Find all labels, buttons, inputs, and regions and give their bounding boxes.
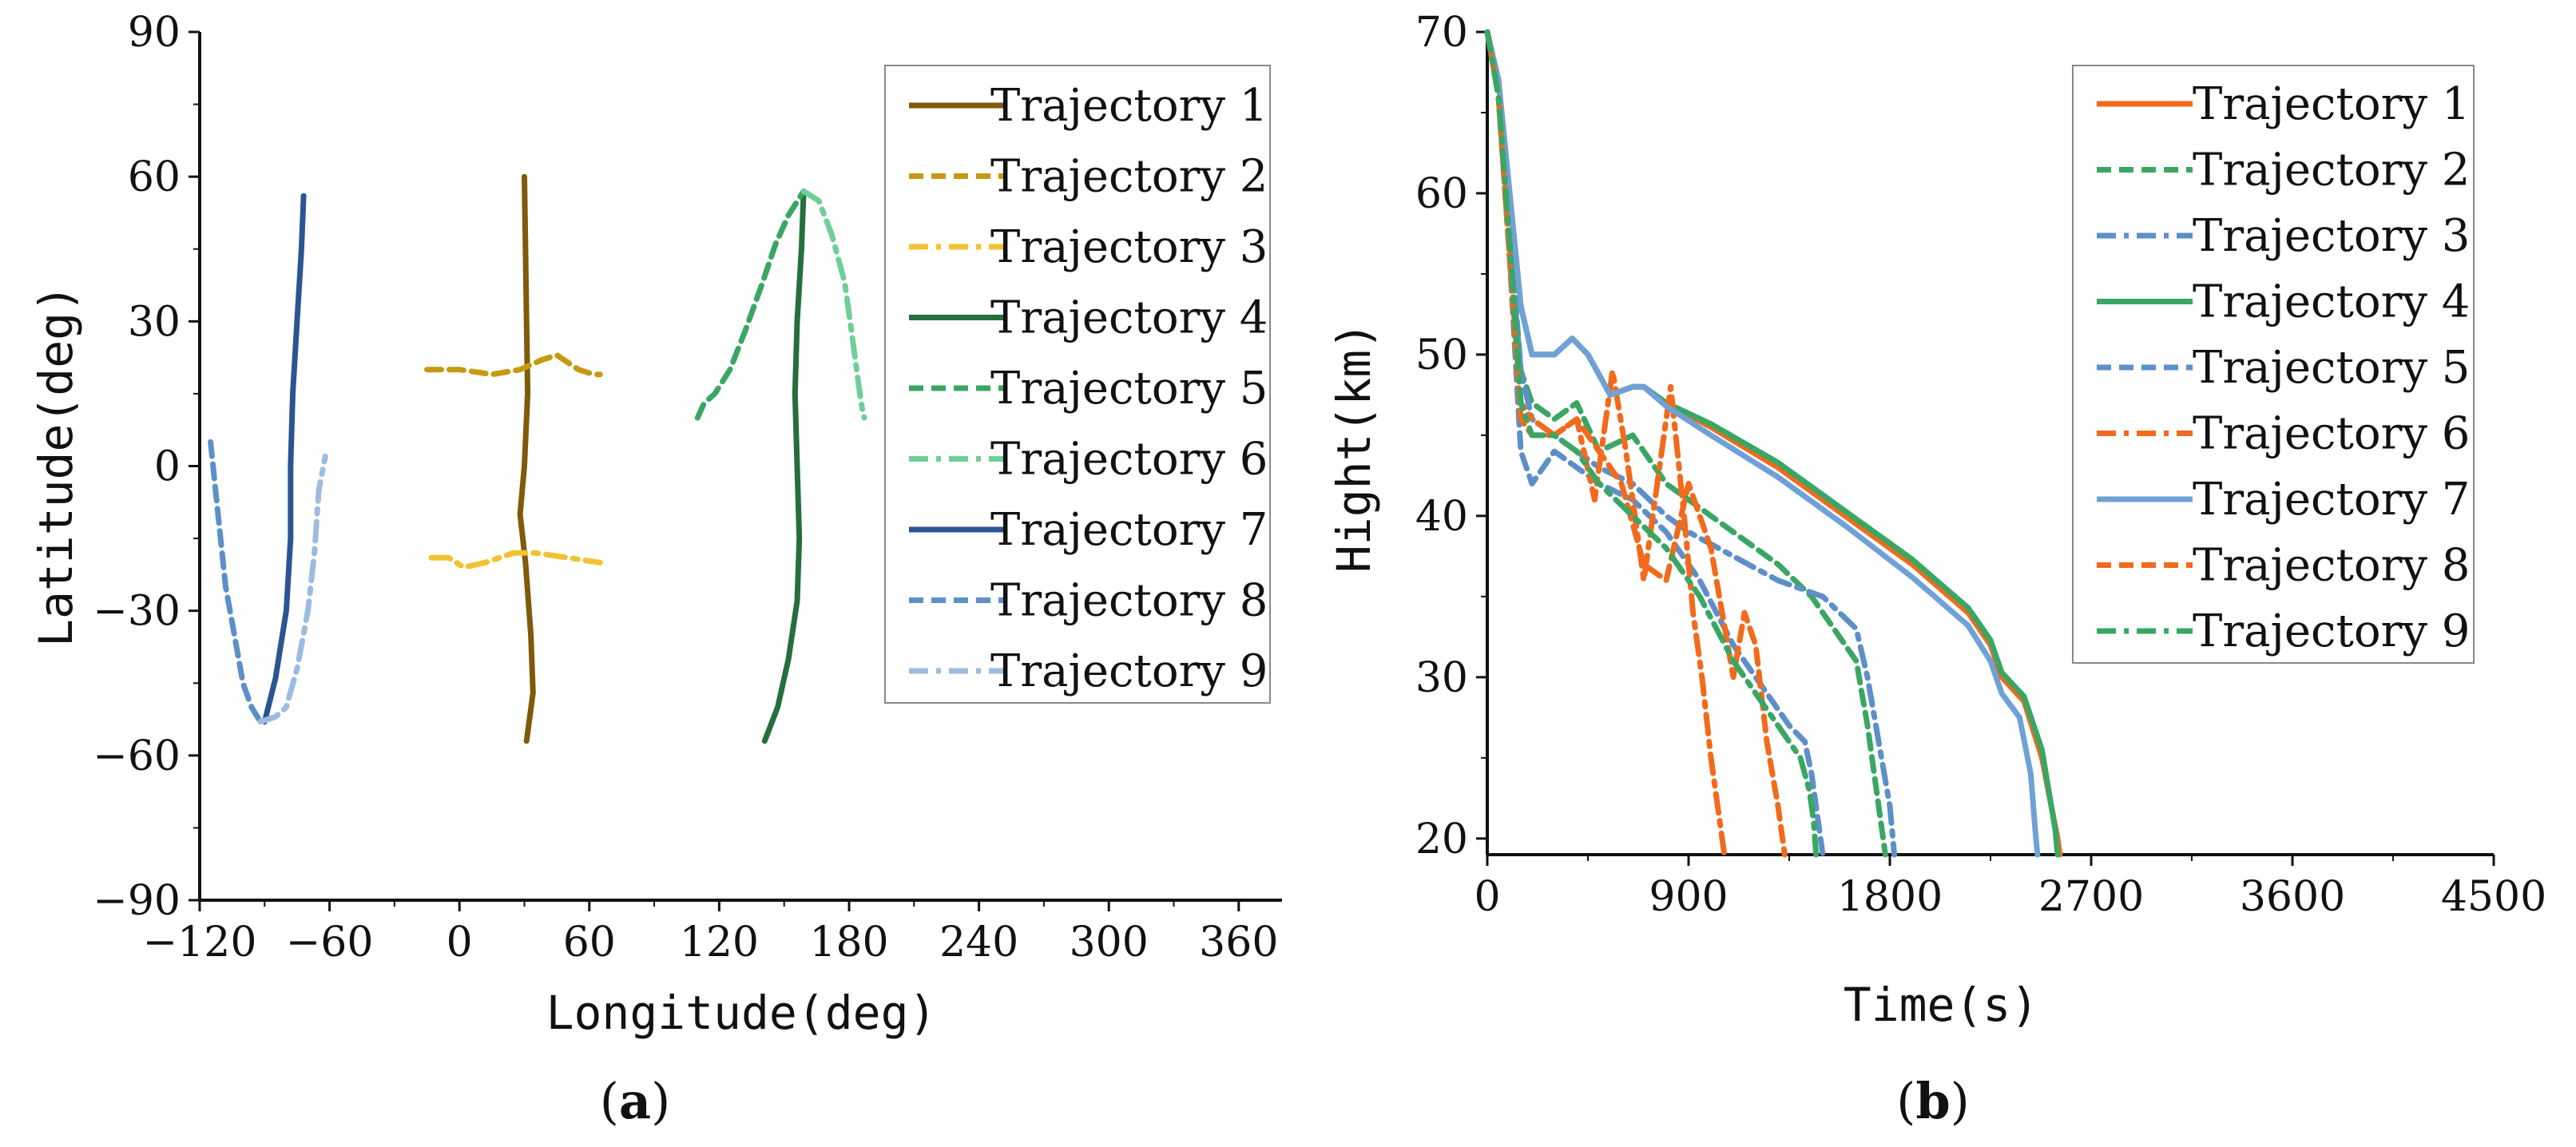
chart-a-y-tick-label: 60 <box>128 153 181 201</box>
chart-b-panel-label: (b) <box>1896 1072 1970 1130</box>
chart-a-series-line-2 <box>424 352 603 378</box>
chart-b-series-line-1 <box>1484 29 2063 858</box>
chart-b-x-label: Time(s) <box>1844 978 2038 1032</box>
chart-b-legend-label-2: Trajectory 2 <box>2193 145 2470 196</box>
chart-a-series-line-8 <box>208 439 264 725</box>
chart-a-y-tick-label: 90 <box>128 9 181 57</box>
chart-b-series-line-3 <box>1484 29 1898 858</box>
chart-a-series-line-3 <box>428 550 603 570</box>
chart-a-x-tick-label: 0 <box>447 919 473 966</box>
chart-b-series-line-7 <box>1484 29 2041 858</box>
chart-b-legend-label-9: Trajectory 9 <box>2193 605 2470 657</box>
chart-b-legend-label-5: Trajectory 5 <box>2193 342 2470 394</box>
chart-b-y-label: Hight(km) <box>1327 322 1381 573</box>
chart-b-series-line-5 <box>1484 29 1826 858</box>
chart-b-x-tick-label: 3600 <box>2240 873 2345 921</box>
chart-panel-b: 0 900 1800 2700 3600 4500 20 30 40 50 60 70 Time(s)… <box>1327 9 2546 1130</box>
chart-b-legend-label-1: Trajectory 1 <box>2193 78 2470 130</box>
chart-a-series-line-6 <box>800 188 867 421</box>
chart-b-y-tick-label: 40 <box>1415 493 1468 541</box>
chart-a-legend-label-5: Trajectory 5 <box>990 363 1268 415</box>
chart-a-legend-label-3: Trajectory 3 <box>990 221 1268 273</box>
chart-a-x-tick-label: 120 <box>680 919 759 966</box>
chart-a-series-line-4 <box>761 188 807 744</box>
chart-b-legend-label-8: Trajectory 8 <box>2193 540 2470 592</box>
chart-a-series-line-9 <box>257 453 328 725</box>
chart-a-legend-label-6: Trajectory 6 <box>990 434 1268 486</box>
chart-a-series-line-1 <box>517 173 536 744</box>
chart-b-x-tick-label: 900 <box>1649 873 1728 921</box>
chart-b-y-tick-label: 20 <box>1415 816 1468 863</box>
chart-a-y-tick-label: −60 <box>93 732 181 780</box>
chart-b-series-line-2 <box>1484 29 1888 858</box>
chart-a-x-tick-label: 180 <box>809 919 888 966</box>
chart-a-y-label: Latitude(deg) <box>29 284 83 647</box>
chart-a-legend-label-8: Trajectory 8 <box>990 575 1268 627</box>
chart-a-x-tick-label: 240 <box>939 919 1018 966</box>
chart-a-x-tick-label: 360 <box>1199 919 1278 966</box>
chart-b-series-line-8 <box>1484 29 1788 858</box>
chart-b-series-line-9 <box>1484 29 1820 858</box>
chart-b-y-tick-label: 70 <box>1415 9 1468 57</box>
chart-b-legend-label-4: Trajectory 4 <box>2193 276 2470 328</box>
chart-a-series-line-5 <box>694 188 807 421</box>
chart-a-x-tick-label: 300 <box>1070 919 1149 966</box>
chart-a-legend-label-4: Trajectory 4 <box>990 292 1268 344</box>
chart-b-x-tick-label: 0 <box>1474 873 1500 921</box>
chart-a-legend-label-7: Trajectory 7 <box>990 504 1268 556</box>
chart-a-x-tick-label: −60 <box>286 919 374 966</box>
chart-a-legend-label-9: Trajectory 9 <box>990 645 1268 697</box>
chart-b-x-tick-label: 1800 <box>1837 873 1943 921</box>
chart-a-legend-label-2: Trajectory 2 <box>990 151 1268 203</box>
chart-panel-a: −120 −60 0 60 120 180 240 300 360 −90 −60 −30 0 30 60 9… <box>29 9 1282 1130</box>
chart-b-legend: Trajectory 1 Trajectory 2 Trajectory 3 Traj… <box>2072 65 2475 664</box>
chart-b-legend-label-7: Trajectory 7 <box>2193 474 2470 526</box>
chart-b-y-tick-label: 60 <box>1415 170 1468 218</box>
chart-a-y-tick-label: −90 <box>93 877 181 925</box>
chart-b-y-tick-label: 50 <box>1415 331 1468 379</box>
chart-b-x-tick-label: 4500 <box>2441 873 2546 921</box>
chart-b-legend-box <box>2072 65 2475 664</box>
chart-a-y-tick-label: −30 <box>93 588 181 636</box>
chart-a-series-line-7 <box>261 192 307 725</box>
chart-b-x-tick-label: 2700 <box>2038 873 2144 921</box>
chart-a-panel-label: (a) <box>600 1072 671 1130</box>
chart-a-x-tick-label: −120 <box>143 919 257 966</box>
chart-a-y-tick-label: 30 <box>128 298 181 346</box>
chart-b-legend-label-3: Trajectory 3 <box>2193 210 2470 262</box>
chart-a-x-label: Longitude(deg) <box>546 986 937 1040</box>
chart-a-legend-label-1: Trajectory 1 <box>990 80 1268 132</box>
chart-a-y-tick-label: 0 <box>154 443 181 491</box>
chart-a-legend: Trajectory 1 Trajectory 2 Trajectory 3 Traj… <box>884 65 1271 704</box>
chart-a-legend-box <box>884 65 1271 704</box>
chart-b-legend-label-6: Trajectory 6 <box>2193 408 2470 460</box>
chart-b-series-line-4 <box>1484 29 2061 858</box>
chart-a-x-tick-label: 60 <box>563 919 616 966</box>
chart-b-y-tick-label: 30 <box>1415 654 1468 702</box>
